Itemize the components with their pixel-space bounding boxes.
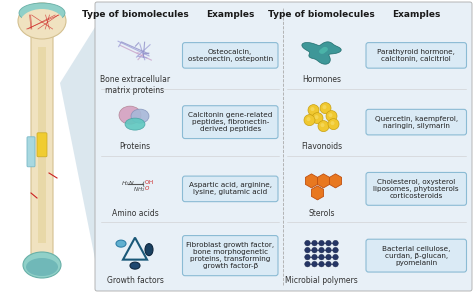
Circle shape — [305, 247, 310, 253]
Polygon shape — [302, 42, 341, 64]
Circle shape — [320, 123, 325, 127]
Ellipse shape — [19, 3, 65, 23]
Circle shape — [312, 113, 323, 124]
Text: Hormones: Hormones — [302, 75, 341, 84]
Ellipse shape — [18, 3, 66, 39]
Text: Calcitonin gene-related
peptides, fibronectin-
derived peptides: Calcitonin gene-related peptides, fibron… — [188, 112, 273, 132]
Circle shape — [304, 115, 315, 126]
Text: Parathyroid hormone,
calcitonin, calcitriol: Parathyroid hormone, calcitonin, calcitr… — [377, 49, 455, 62]
Circle shape — [330, 121, 335, 125]
Circle shape — [318, 121, 329, 132]
Ellipse shape — [23, 252, 61, 278]
Text: Fibroblast growth factor,
bone morphogenetic
proteins, transforming
growth facto: Fibroblast growth factor, bone morphogen… — [186, 242, 274, 269]
Circle shape — [333, 247, 338, 253]
Circle shape — [333, 240, 338, 246]
Text: Bacterial cellulose,
curdan, β-glucan,
pyomelanin: Bacterial cellulose, curdan, β-glucan, p… — [382, 246, 450, 266]
Polygon shape — [329, 174, 342, 188]
Text: Examples: Examples — [392, 10, 440, 19]
Text: Bone extracellular
matrix proteins: Bone extracellular matrix proteins — [100, 75, 170, 95]
Circle shape — [326, 111, 337, 122]
Ellipse shape — [145, 243, 153, 255]
Text: $NH_2$: $NH_2$ — [133, 185, 146, 194]
FancyBboxPatch shape — [366, 42, 466, 68]
Circle shape — [328, 113, 332, 117]
Circle shape — [305, 254, 310, 260]
Text: Type of biomolecules: Type of biomolecules — [268, 10, 375, 19]
Circle shape — [312, 254, 317, 260]
Text: $\rm OH$: $\rm OH$ — [144, 178, 154, 186]
Text: $O$: $O$ — [144, 184, 150, 192]
Circle shape — [326, 254, 331, 260]
Text: Flavonoids: Flavonoids — [301, 142, 342, 151]
Ellipse shape — [131, 109, 149, 123]
Polygon shape — [318, 174, 329, 188]
Bar — [38, 47, 46, 243]
Text: Aspartic acid, arginine,
lysine, glutamic acid: Aspartic acid, arginine, lysine, glutami… — [189, 182, 272, 195]
FancyBboxPatch shape — [366, 109, 466, 135]
Ellipse shape — [130, 262, 140, 269]
Text: Proteins: Proteins — [119, 142, 151, 151]
Text: Quercetin, kaempferol,
naringin, silymarin: Quercetin, kaempferol, naringin, silymar… — [374, 116, 458, 129]
FancyBboxPatch shape — [182, 106, 278, 139]
FancyBboxPatch shape — [182, 176, 278, 202]
Text: Microbial polymers: Microbial polymers — [285, 276, 358, 285]
FancyBboxPatch shape — [95, 2, 472, 291]
FancyBboxPatch shape — [366, 239, 466, 272]
Circle shape — [305, 261, 310, 267]
Circle shape — [326, 240, 331, 246]
Ellipse shape — [116, 240, 126, 247]
Circle shape — [328, 119, 339, 130]
Text: Examples: Examples — [206, 10, 255, 19]
Circle shape — [310, 107, 315, 111]
Ellipse shape — [20, 9, 64, 37]
Text: Cholesterol, oxysterol
liposomes, phytosterols
corticosteroids: Cholesterol, oxysterol liposomes, phytos… — [374, 179, 459, 199]
Circle shape — [326, 261, 331, 267]
Polygon shape — [305, 174, 318, 188]
Polygon shape — [60, 24, 97, 269]
FancyBboxPatch shape — [31, 35, 53, 255]
Circle shape — [305, 240, 310, 246]
Ellipse shape — [125, 118, 145, 130]
FancyBboxPatch shape — [37, 133, 47, 157]
Circle shape — [326, 247, 331, 253]
Circle shape — [319, 240, 324, 246]
FancyBboxPatch shape — [27, 137, 35, 167]
FancyBboxPatch shape — [366, 173, 466, 205]
Circle shape — [308, 105, 319, 116]
Polygon shape — [319, 47, 328, 54]
Circle shape — [312, 247, 317, 253]
Circle shape — [319, 254, 324, 260]
Polygon shape — [311, 186, 324, 200]
Circle shape — [319, 247, 324, 253]
Circle shape — [333, 261, 338, 267]
Ellipse shape — [26, 258, 58, 276]
Circle shape — [315, 115, 319, 119]
Circle shape — [322, 105, 327, 109]
Text: Osteocalcin,
osteonectin, ostepontin: Osteocalcin, osteonectin, ostepontin — [188, 49, 273, 62]
Text: Type of biomolecules: Type of biomolecules — [82, 10, 188, 19]
FancyBboxPatch shape — [182, 236, 278, 276]
Circle shape — [312, 261, 317, 267]
Text: Growth factors: Growth factors — [107, 276, 164, 285]
Circle shape — [319, 261, 324, 267]
Text: Sterols: Sterols — [308, 209, 335, 218]
Circle shape — [320, 103, 331, 114]
Circle shape — [307, 117, 310, 121]
Ellipse shape — [119, 106, 141, 124]
Circle shape — [333, 254, 338, 260]
FancyBboxPatch shape — [182, 42, 278, 68]
Circle shape — [312, 240, 317, 246]
Text: $H_2N$: $H_2N$ — [121, 179, 135, 188]
Text: Amino acids: Amino acids — [111, 209, 158, 218]
